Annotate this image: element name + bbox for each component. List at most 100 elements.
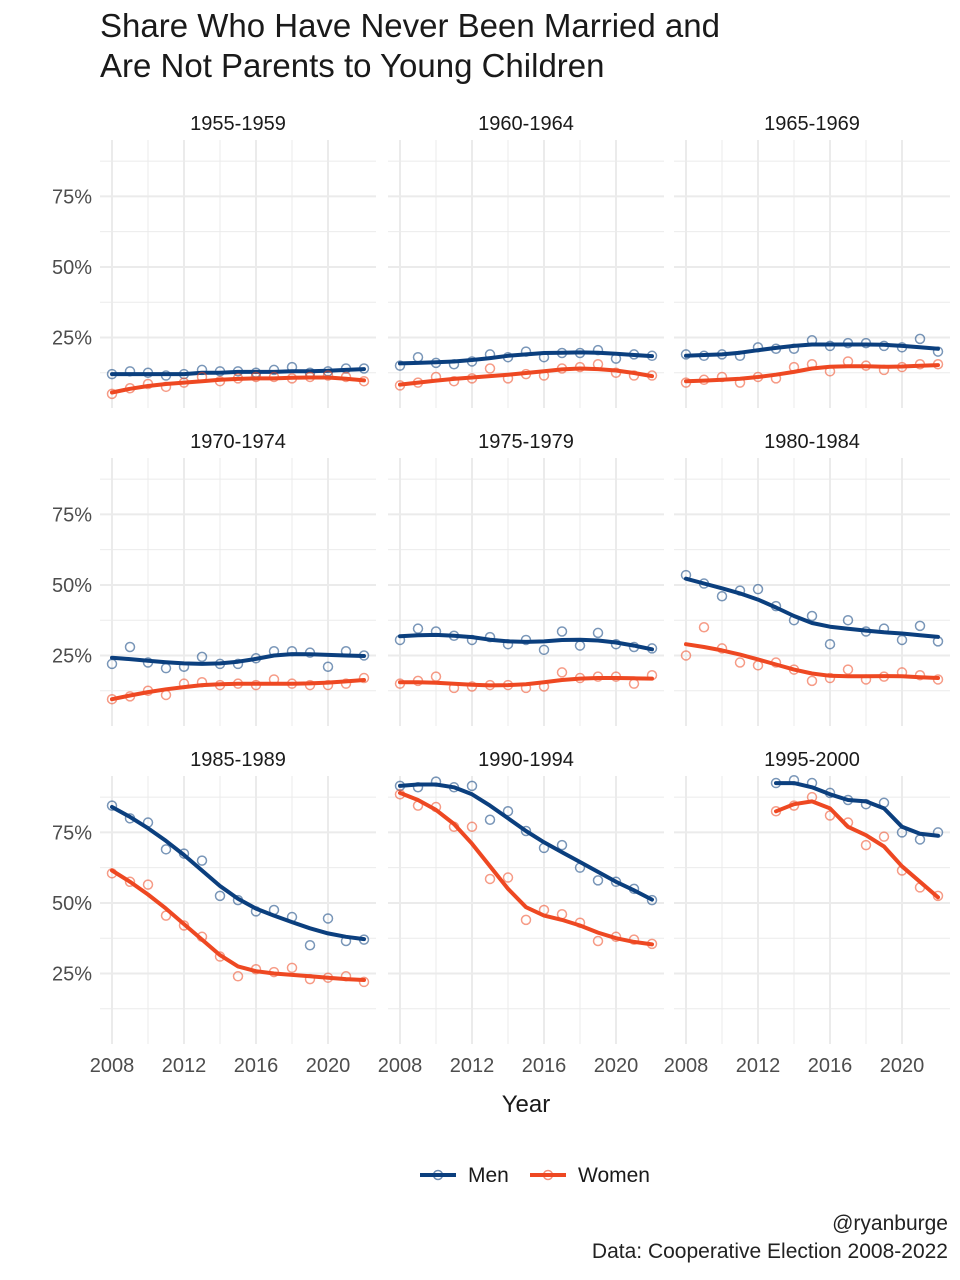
data-point-men xyxy=(502,806,514,817)
x-tick-label: 2016 xyxy=(234,1055,279,1077)
data-point-men xyxy=(196,855,208,866)
facet-label: 1990-1994 xyxy=(478,749,574,771)
data-point-women xyxy=(592,935,604,947)
trend-line-women xyxy=(398,676,654,688)
data-point-men xyxy=(196,651,208,663)
chart-title-line-2: Are Not Parents to Young Children xyxy=(100,47,605,84)
x-tick-label: 2020 xyxy=(306,1055,351,1077)
facet-label: 1985-1989 xyxy=(190,749,286,771)
data-point-men xyxy=(842,614,854,626)
trend-line-women xyxy=(110,678,366,702)
data-point-women xyxy=(106,388,118,400)
trend-line-women xyxy=(684,363,940,384)
y-tick-label: 25% xyxy=(52,645,92,667)
facet-label: 1995-2000 xyxy=(764,749,860,771)
data-point-men xyxy=(824,638,836,650)
trend-line-women xyxy=(398,790,654,947)
data-point-women xyxy=(680,650,692,661)
x-tick-label: 2008 xyxy=(90,1055,135,1077)
caption: @ryanburge Data: Cooperative Election 20… xyxy=(592,1210,948,1266)
trend-line-women xyxy=(684,642,940,680)
data-point-women xyxy=(466,821,478,833)
trend-line-men xyxy=(398,350,654,366)
trend-line-men xyxy=(774,781,940,838)
facet-label: 1955-1959 xyxy=(190,113,286,135)
trend-line-women xyxy=(110,375,366,395)
data-point-men xyxy=(412,623,424,634)
trend-line-women xyxy=(110,868,366,982)
data-point-men xyxy=(484,814,496,825)
data-point-women xyxy=(628,678,640,689)
trend-line-men xyxy=(398,632,654,652)
x-tick-label: 2008 xyxy=(664,1055,709,1077)
y-tick-label: 50% xyxy=(52,575,92,597)
data-point-women xyxy=(322,679,334,691)
data-point-men xyxy=(160,662,172,674)
y-tick-label: 25% xyxy=(52,327,92,349)
data-point-women xyxy=(878,831,890,842)
data-point-women xyxy=(142,879,154,890)
data-point-women xyxy=(842,664,854,675)
data-point-women xyxy=(520,914,532,926)
chart-title-line-1: Share Who Have Never Been Married and xyxy=(100,7,720,44)
facet-label: 1970-1974 xyxy=(190,431,286,453)
y-tick-label: 50% xyxy=(52,893,92,915)
data-point-women xyxy=(502,872,514,883)
legend-label-women: Women xyxy=(578,1164,650,1187)
trend-line-men xyxy=(110,805,366,942)
x-tick-label: 2020 xyxy=(594,1055,639,1077)
data-point-men xyxy=(160,844,172,855)
trend-line-women xyxy=(774,799,940,900)
data-point-men xyxy=(914,620,926,632)
facet-label: 1965-1969 xyxy=(764,113,860,135)
data-point-men xyxy=(914,834,926,845)
data-point-men xyxy=(214,890,226,902)
data-point-women xyxy=(160,689,172,701)
data-point-women xyxy=(698,622,710,633)
data-point-men xyxy=(394,360,406,371)
data-point-men xyxy=(806,610,818,622)
data-point-men xyxy=(520,825,532,837)
facet-label: 1975-1979 xyxy=(478,431,574,453)
facet-label: 1980-1984 xyxy=(764,431,860,453)
y-tick-label: 25% xyxy=(52,963,92,985)
x-axis-title: Year xyxy=(502,1091,551,1118)
data-point-men xyxy=(556,626,568,637)
trend-line-men xyxy=(110,652,366,666)
data-point-women xyxy=(286,962,298,974)
data-point-men xyxy=(914,333,926,345)
y-tick-label: 75% xyxy=(52,822,92,844)
data-point-women xyxy=(358,976,370,988)
trend-line-men xyxy=(684,576,940,639)
legend-label-men: Men xyxy=(468,1164,509,1187)
data-point-women xyxy=(232,971,244,982)
y-tick-label: 75% xyxy=(52,504,92,526)
x-tick-label: 2012 xyxy=(736,1055,781,1077)
data-point-women xyxy=(484,873,496,885)
legend-key-point-men xyxy=(432,1169,444,1181)
data-point-women xyxy=(358,672,370,684)
data-point-men xyxy=(124,641,136,653)
facet-label: 1960-1964 xyxy=(478,113,574,135)
chart-title: Share Who Have Never Been Married and Ar… xyxy=(100,6,860,86)
y-tick-label: 50% xyxy=(52,257,92,279)
data-point-men xyxy=(466,780,478,792)
data-point-men xyxy=(538,644,550,656)
x-tick-label: 2020 xyxy=(880,1055,925,1077)
trend-line-men xyxy=(398,782,654,902)
trend-line-men xyxy=(110,367,366,377)
x-tick-label: 2016 xyxy=(808,1055,853,1077)
data-point-men xyxy=(592,875,604,886)
data-point-women xyxy=(734,657,746,668)
x-tick-label: 2008 xyxy=(378,1055,423,1077)
x-tick-label: 2016 xyxy=(522,1055,567,1077)
data-point-men xyxy=(592,627,604,639)
data-point-women xyxy=(124,876,136,888)
caption-source: Data: Cooperative Election 2008-2022 xyxy=(591,1240,948,1263)
data-point-men xyxy=(106,800,118,811)
data-point-women xyxy=(806,675,818,687)
data-point-men xyxy=(322,913,334,924)
data-point-women xyxy=(860,839,872,851)
data-point-women xyxy=(824,672,836,684)
